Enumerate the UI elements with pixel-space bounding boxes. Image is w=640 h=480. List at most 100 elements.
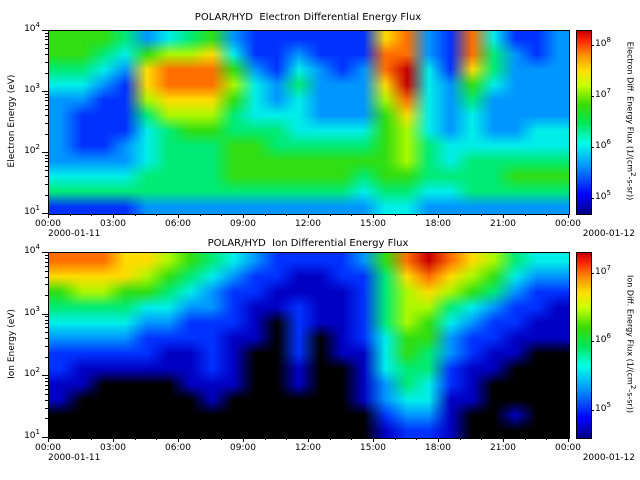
x-minor-tick <box>199 214 201 216</box>
y-minor-tick <box>45 381 48 383</box>
x-minor-tick <box>199 438 201 440</box>
colorbar-tick <box>591 45 594 47</box>
x-minor-tick <box>221 438 223 440</box>
y-minor-tick <box>45 389 48 390</box>
y-tick-label: 101 <box>24 428 40 442</box>
y-minor-tick <box>45 176 48 178</box>
x-minor-tick <box>221 214 223 216</box>
y-tick-label: 104 <box>24 21 40 35</box>
colorbar-tick-label: 106 <box>595 332 611 346</box>
y-minor-tick <box>45 48 48 50</box>
x-tick-label: 09:00 <box>230 443 256 453</box>
y-minor-tick <box>45 43 48 45</box>
x-tick-label: 06:00 <box>165 443 191 453</box>
y-minor-tick <box>45 161 48 163</box>
y-minor-tick <box>45 384 48 386</box>
y-minor-tick <box>45 407 48 409</box>
x-minor-tick <box>546 438 548 440</box>
x-minor-tick <box>394 214 396 216</box>
x-minor-tick <box>286 438 288 440</box>
y-minor-tick <box>45 284 48 286</box>
x-minor-tick <box>351 214 353 216</box>
x-minor-tick <box>524 438 526 440</box>
ion-colorbar <box>576 252 592 439</box>
x-minor-tick <box>481 438 483 440</box>
x-minor-tick <box>286 214 288 216</box>
colorbar-tick-label: 108 <box>595 36 611 50</box>
y-minor-tick <box>45 295 48 297</box>
x-major-tick <box>438 214 439 218</box>
y-tick-label: 104 <box>24 243 40 257</box>
x-minor-tick <box>91 214 93 216</box>
y-minor-tick <box>45 319 48 321</box>
y-major-tick <box>42 313 48 315</box>
x-minor-tick <box>156 214 158 216</box>
electron-spectrogram-plot <box>48 30 570 215</box>
x-tick-label: 00:00 <box>555 443 581 453</box>
x-major-tick <box>48 214 49 218</box>
x-major-tick <box>503 214 504 218</box>
x-minor-tick <box>91 438 93 440</box>
ion-panel-title: POLAR/HYD Ion Differential Energy Flux <box>207 238 409 249</box>
x-tick-label: 15:00 <box>360 443 386 453</box>
y-minor-tick <box>45 122 48 124</box>
electron-start-date-label: 2000-01-11 <box>48 229 101 239</box>
y-major-tick <box>42 213 48 214</box>
y-minor-tick <box>45 399 48 401</box>
y-minor-tick <box>45 154 48 156</box>
x-minor-tick <box>351 438 353 440</box>
x-minor-tick <box>134 438 136 440</box>
y-tick-label: 102 <box>24 143 40 157</box>
x-minor-tick <box>459 438 461 440</box>
x-minor-tick <box>481 214 483 216</box>
x-major-tick <box>178 438 179 442</box>
x-minor-tick <box>69 214 71 216</box>
y-minor-tick <box>45 115 48 117</box>
ion-spectrogram-plot <box>48 252 570 439</box>
y-tick-label: 101 <box>24 204 40 218</box>
x-tick-label: 21:00 <box>490 219 516 229</box>
x-tick-label: 00:00 <box>35 219 61 229</box>
y-minor-tick <box>45 418 48 420</box>
y-minor-tick <box>45 104 48 106</box>
y-tick-label: 102 <box>24 366 40 380</box>
y-minor-tick <box>45 165 48 167</box>
y-major-tick <box>42 30 48 31</box>
ion-start-date-label: 2000-01-11 <box>48 453 101 463</box>
y-major-tick <box>42 152 48 153</box>
x-minor-tick <box>264 214 266 216</box>
y-minor-tick <box>45 93 48 95</box>
y-minor-tick <box>45 332 48 334</box>
x-major-tick <box>568 438 569 442</box>
y-tick-label: 103 <box>24 304 40 318</box>
electron-panel-title: POLAR/HYD Electron Differential Energy F… <box>194 12 422 23</box>
y-minor-tick <box>45 254 48 256</box>
y-minor-tick <box>45 345 48 347</box>
x-tick-label: 00:00 <box>555 219 581 229</box>
x-minor-tick <box>524 214 526 216</box>
x-tick-label: 18:00 <box>425 219 451 229</box>
colorbar-tick <box>591 96 594 98</box>
x-major-tick <box>373 214 374 218</box>
y-minor-tick <box>45 194 48 196</box>
x-major-tick <box>113 438 114 442</box>
x-minor-tick <box>416 438 418 440</box>
colorbar-tick <box>591 409 594 411</box>
y-minor-tick <box>45 157 48 159</box>
x-tick-label: 00:00 <box>35 443 61 453</box>
x-minor-tick <box>394 438 396 440</box>
x-major-tick <box>48 438 49 442</box>
y-major-tick <box>42 375 48 377</box>
colorbar-tick-label: 105 <box>595 188 611 202</box>
ion-heatmap-canvas <box>49 253 569 438</box>
x-minor-tick <box>329 214 331 216</box>
colorbar-tick <box>591 146 594 148</box>
y-minor-tick <box>45 393 48 395</box>
x-major-tick <box>243 438 244 442</box>
x-minor-tick <box>156 438 158 440</box>
y-minor-tick <box>45 72 48 74</box>
y-major-tick <box>42 91 48 92</box>
electron-colorbar <box>576 30 592 215</box>
x-major-tick <box>308 214 309 218</box>
